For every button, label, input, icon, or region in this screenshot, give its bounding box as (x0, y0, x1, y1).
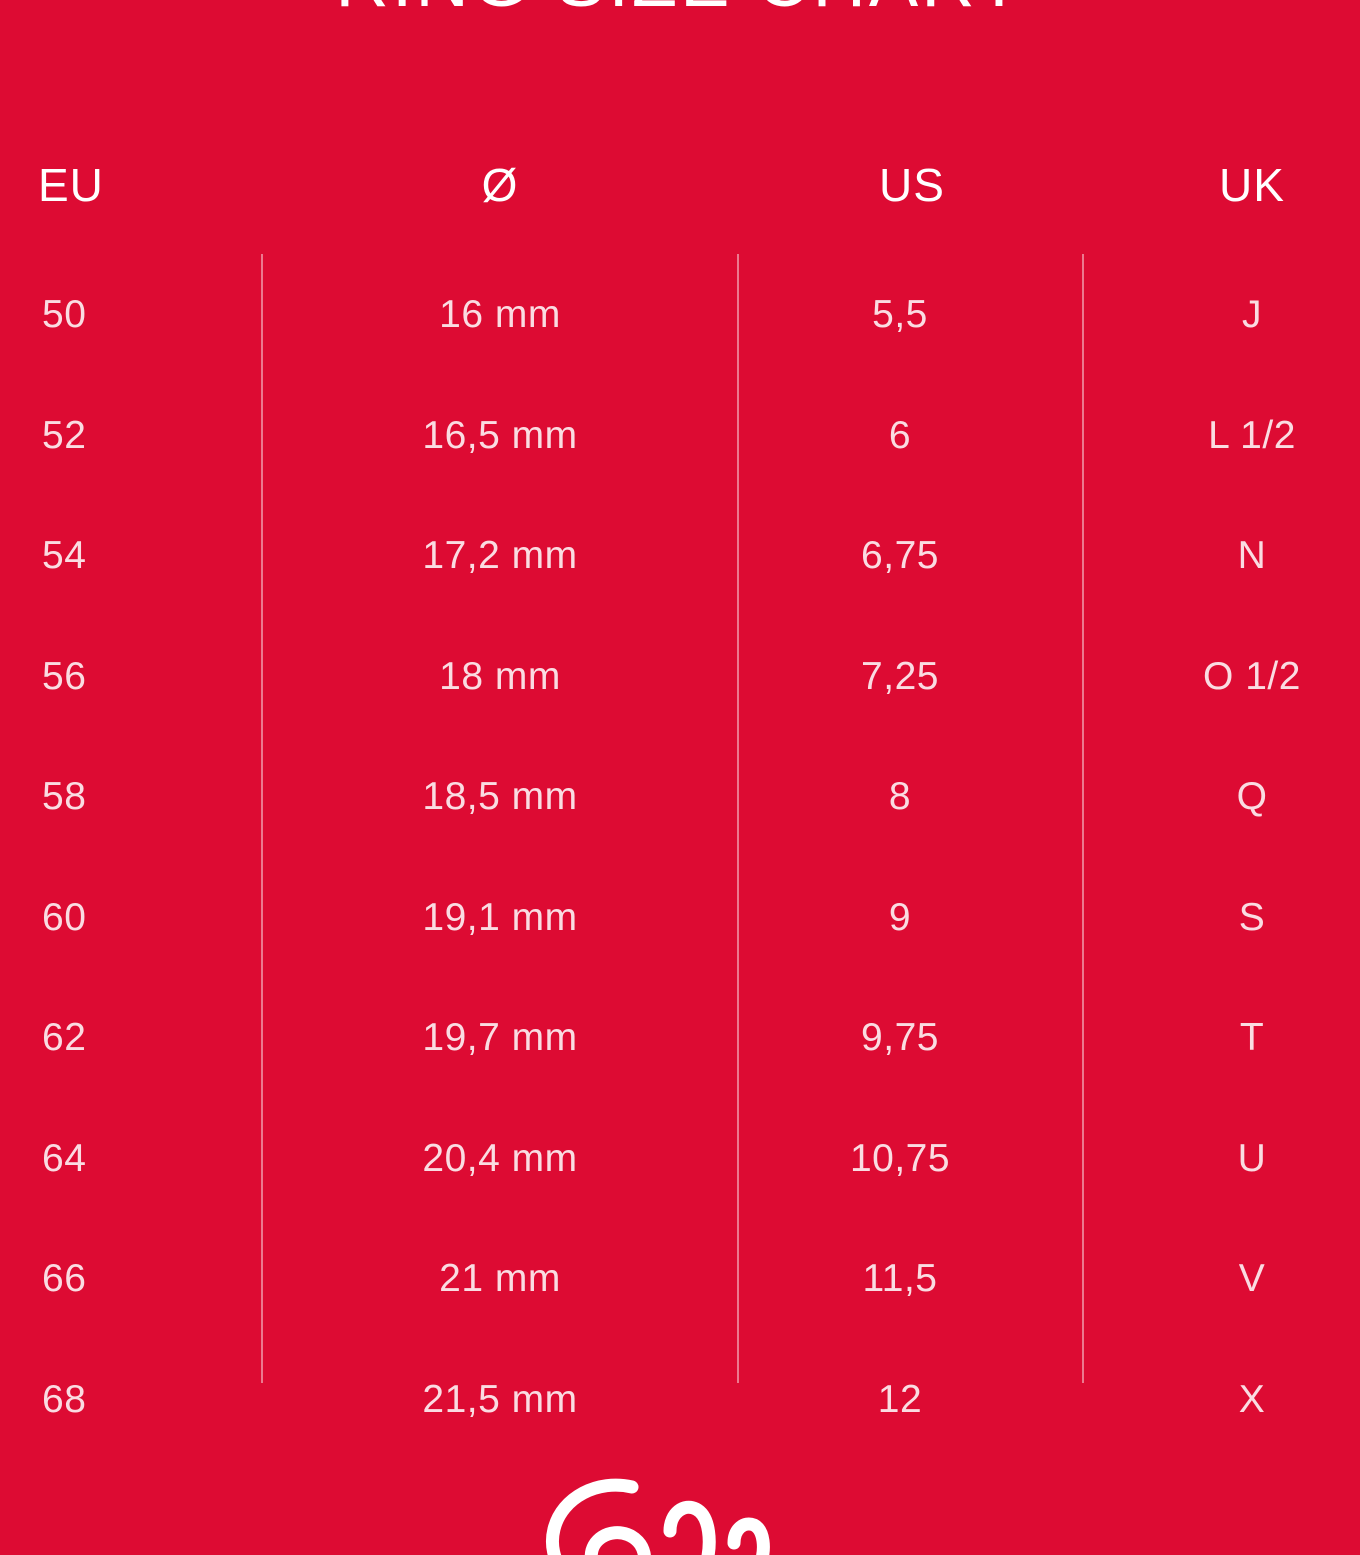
cell-dia: 20,4 mm (422, 1136, 578, 1180)
cell-us: 6,75 (861, 534, 939, 577)
cell-us: 6 (888, 413, 912, 457)
cell-eu: 64 (42, 1136, 87, 1180)
column-header-us: US (879, 159, 945, 211)
cell-eu: 62 (42, 1016, 87, 1059)
cell-dia: 16,5 mm (422, 413, 578, 457)
table-row: 56 18 mm 7,25 O 1/2 (0, 644, 1360, 765)
cell-eu: 58 (42, 775, 87, 818)
table-row: 52 16,5 mm 6 L 1/2 (0, 403, 1360, 524)
cell-dia: 18,5 mm (422, 775, 578, 818)
cell-us: 12 (877, 1377, 923, 1421)
table-row: 54 17,2 mm 6,75 N (0, 523, 1360, 644)
cell-uk: U (1237, 1136, 1267, 1180)
cell-dia: 19,1 mm (422, 895, 578, 939)
table-header-row: EU Ø US UK (0, 152, 1360, 218)
column-divider-3 (1082, 254, 1084, 1383)
table-row: 62 19,7 mm 9,75 T (0, 1005, 1360, 1126)
table-row: 66 21 mm 11,5 V (0, 1246, 1360, 1367)
cell-eu: 66 (42, 1257, 87, 1300)
cell-us: 9,75 (861, 1016, 939, 1059)
cell-uk: V (1238, 1257, 1266, 1300)
cell-dia: 19,7 mm (422, 1016, 578, 1059)
cell-eu: 50 (42, 293, 87, 336)
table-row: 68 21,5 mm 12 X (0, 1367, 1360, 1488)
cell-us: 8 (888, 775, 912, 818)
cell-eu: 68 (42, 1377, 87, 1421)
cell-us: 11,5 (862, 1257, 938, 1300)
cell-uk: S (1238, 895, 1266, 939)
cell-dia: 21,5 mm (422, 1377, 578, 1421)
cell-eu: 56 (42, 654, 87, 698)
cell-uk: J (1242, 293, 1262, 336)
cell-uk: L 1/2 (1208, 413, 1296, 457)
cell-us: 5,5 (872, 293, 928, 336)
column-divider-1 (261, 254, 263, 1383)
cell-uk: T (1239, 1016, 1265, 1059)
cell-uk: Q (1236, 775, 1268, 818)
cell-dia: 21 mm (439, 1257, 561, 1300)
cell-dia: 16 mm (439, 293, 561, 336)
column-divider-2 (737, 254, 739, 1383)
cell-us: 7,25 (861, 654, 939, 698)
cell-eu: 52 (42, 413, 87, 457)
table-row: 64 20,4 mm 10,75 U (0, 1126, 1360, 1247)
table-row: 58 18,5 mm 8 Q (0, 764, 1360, 885)
table-body: 50 16 mm 5,5 J 52 16,5 mm 6 L 1/2 54 17,2 mm 6,75 N… (0, 282, 1360, 1487)
cell-dia: 18 mm (439, 654, 561, 698)
table-row: 50 16 mm 5,5 J (0, 282, 1360, 403)
column-header-diameter: Ø (481, 159, 519, 211)
column-header-uk: UK (1219, 159, 1285, 211)
cell-us: 9 (888, 895, 912, 939)
cell-us: 10,75 (849, 1136, 951, 1180)
column-header-eu: EU (38, 159, 104, 211)
cell-eu: 54 (42, 534, 87, 577)
page-title: RING SIZE CHART (0, 0, 1360, 18)
cell-eu: 60 (42, 895, 87, 939)
cell-dia: 17,2 mm (422, 534, 578, 577)
cell-uk: N (1237, 534, 1267, 577)
cell-uk: O 1/2 (1203, 654, 1301, 698)
cell-uk: X (1238, 1377, 1266, 1421)
table-row: 60 19,1 mm 9 S (0, 885, 1360, 1006)
